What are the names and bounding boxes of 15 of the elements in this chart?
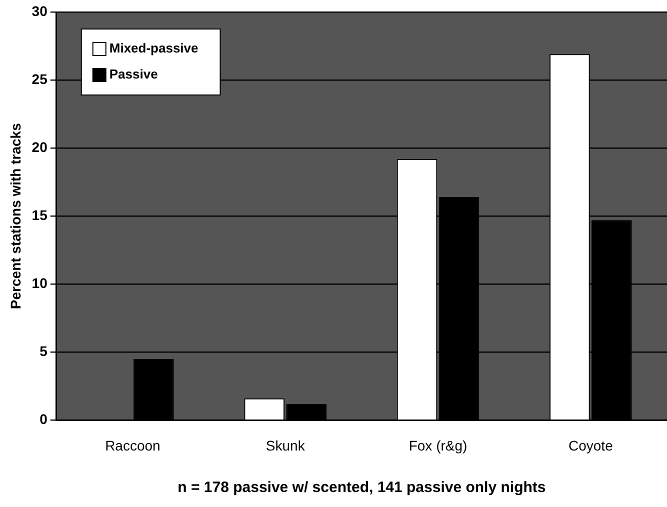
y-tick-label: 10: [32, 274, 48, 291]
x-tick-label: Fox (r&g): [408, 437, 468, 454]
x-tick-label: Raccoon: [105, 437, 160, 454]
x-axis-title: n = 178 passive w/ scented, 141 passive only nights: [178, 479, 546, 496]
y-tick-label: 5: [40, 343, 48, 360]
y-axis-title: Percent stations with tracks: [7, 122, 24, 310]
y-tick-label: 30: [32, 2, 48, 19]
y-tick-label: 15: [32, 206, 48, 223]
legend-label: Mixed-passive: [109, 40, 198, 56]
y-tick-label: 0: [40, 411, 48, 428]
x-tick-label: Skunk: [266, 437, 306, 454]
y-tick-label: 20: [32, 138, 48, 155]
legend-label: Passive: [109, 66, 158, 82]
x-tick-label: Coyote: [568, 437, 614, 454]
y-tick-label: 25: [32, 70, 48, 87]
